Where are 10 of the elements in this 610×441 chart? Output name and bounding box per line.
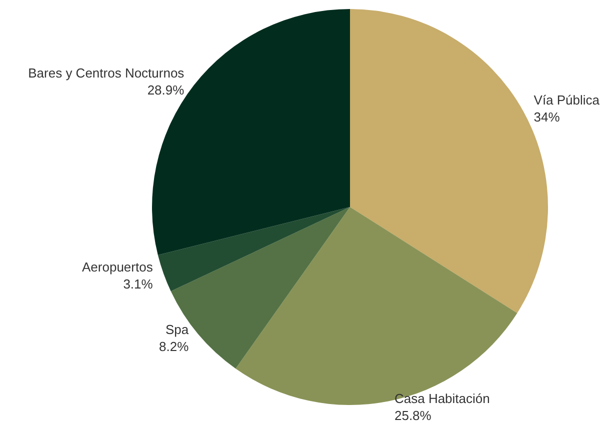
- data-label: 3.1%: [123, 276, 154, 292]
- slice-label: Casa Habitación: [394, 391, 490, 406]
- data-label: 28.9%: [147, 82, 185, 98]
- slice-label: Bares y Centros Nocturnos: [28, 65, 185, 80]
- data-label: 8.2%: [158, 339, 190, 354]
- data-label: 34%: [534, 110, 560, 125]
- slice-label: Vía Pública: [534, 92, 600, 108]
- slice-label: Spa: [165, 322, 190, 338]
- slice-label: Aeropuertos: [82, 260, 154, 274]
- data-label: 25.8%: [394, 408, 432, 424]
